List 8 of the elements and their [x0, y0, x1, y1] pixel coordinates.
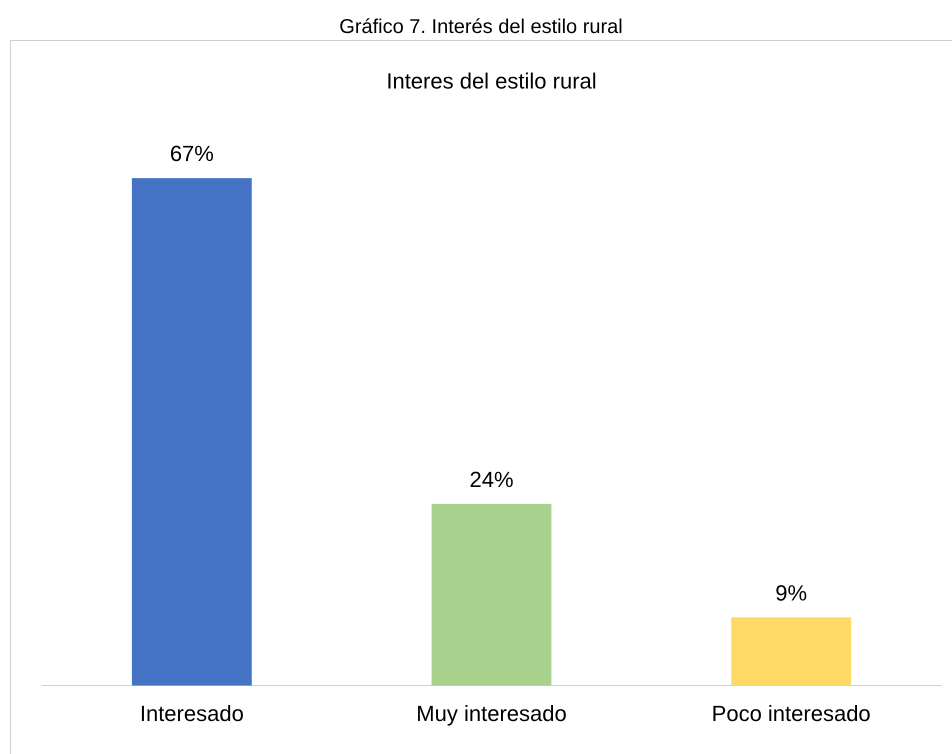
- x-tick-label: Interesado: [140, 700, 244, 726]
- x-tick-label: Muy interesado: [416, 700, 567, 726]
- data-label: 24%: [469, 466, 514, 492]
- chart-title: Gráfico 7. Interés del estilo rural: [338, 16, 624, 39]
- chart-subtitle: Interes del estilo rural: [386, 68, 597, 94]
- data-label: 67%: [170, 141, 214, 166]
- data-label: 9%: [775, 580, 808, 606]
- x-tick-label: Poco interesado: [712, 700, 871, 726]
